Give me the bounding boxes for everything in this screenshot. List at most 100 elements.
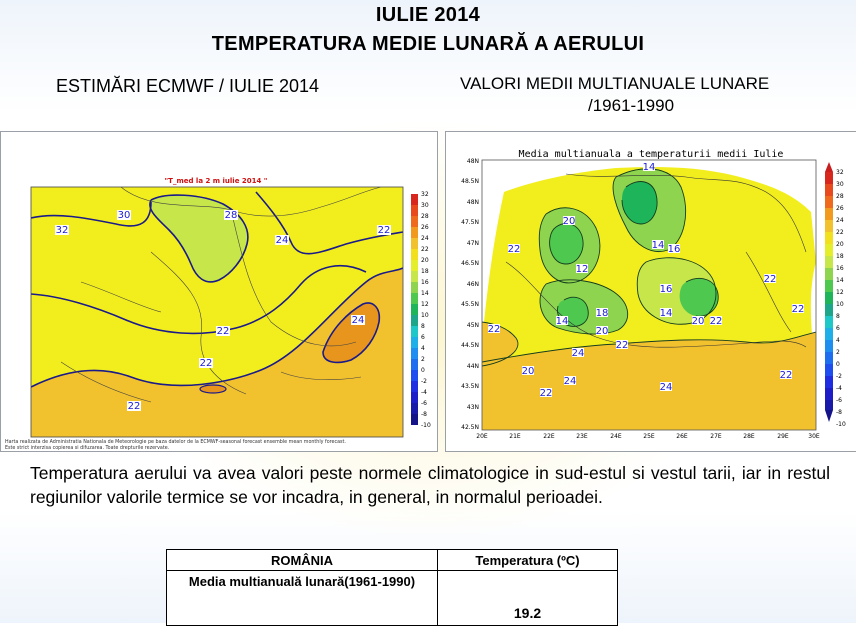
right-contour-label: 22 (780, 370, 793, 381)
svg-text:18: 18 (421, 268, 429, 275)
svg-text:24: 24 (421, 235, 429, 242)
svg-text:4: 4 (836, 337, 840, 344)
left-contour-label: 32 (56, 225, 69, 236)
left-contour-label: 24 (276, 235, 289, 246)
right-contour-label: 22 (540, 388, 553, 399)
svg-text:20E: 20E (476, 433, 488, 440)
svg-text:12: 12 (836, 289, 844, 296)
right-subtitle: VALORI MEDII MULTIANUALE LUNARE /1961-19… (460, 73, 840, 117)
svg-text:29E: 29E (777, 433, 789, 440)
svg-text:43.5N: 43.5N (461, 383, 479, 390)
svg-text:10: 10 (836, 301, 844, 308)
forecast-description: Temperatura aerului va avea valori peste… (30, 463, 830, 507)
svg-text:48N: 48N (467, 199, 479, 206)
svg-text:26: 26 (836, 205, 844, 212)
climatology-y-ticks: 48N 48.5N 48N 47.5N 47N 46.5N 46N 45.5N … (461, 158, 479, 431)
svg-text:46N: 46N (467, 281, 479, 288)
right-contour-label: 22 (508, 244, 521, 255)
svg-text:44N: 44N (467, 363, 479, 370)
right-contour-label: 20 (692, 316, 705, 327)
ecmwf-footnote-2: Este strict interzisa copierea si difuza… (5, 445, 169, 451)
svg-text:0: 0 (836, 361, 840, 368)
right-subtitle-line1: VALORI MEDII MULTIANUALE LUNARE (460, 74, 770, 93)
svg-text:-8: -8 (421, 411, 427, 418)
svg-text:28: 28 (836, 193, 844, 200)
ecmwf-forecast-map: "T_med la 2 m iulie 2014 " (0, 131, 438, 452)
svg-text:48N: 48N (467, 158, 479, 165)
right-contour-label: 14 (660, 308, 673, 319)
left-contour-label: 22 (128, 401, 141, 412)
right-subtitle-line2: /1961-1990 (588, 96, 675, 115)
svg-text:22: 22 (836, 229, 844, 236)
page-title-month: IULIE 2014 (375, 4, 481, 26)
svg-text:24: 24 (836, 217, 844, 224)
climatology-map: Media multianuala a temperaturii medii I… (445, 131, 856, 452)
svg-text:-2: -2 (836, 373, 842, 380)
svg-text:-10: -10 (421, 422, 431, 429)
climatology-colorbar (825, 162, 833, 422)
svg-text:20: 20 (836, 241, 844, 248)
svg-text:8: 8 (421, 323, 425, 330)
svg-text:-10: -10 (836, 421, 846, 428)
right-contour-label: 16 (668, 244, 681, 255)
svg-text:24E: 24E (610, 433, 622, 440)
right-contour-label: 12 (576, 264, 589, 275)
right-contour-label: 24 (564, 376, 577, 387)
svg-text:-6: -6 (421, 400, 427, 407)
svg-text:30: 30 (836, 181, 844, 188)
right-contour-label: 22 (764, 274, 777, 285)
svg-text:4: 4 (421, 345, 425, 352)
left-contour-label: 24 (352, 315, 365, 326)
svg-text:16: 16 (421, 279, 429, 286)
svg-text:28: 28 (421, 213, 429, 220)
svg-text:6: 6 (421, 334, 425, 341)
svg-text:16: 16 (836, 265, 844, 272)
svg-text:22E: 22E (543, 433, 555, 440)
svg-text:26E: 26E (676, 433, 688, 440)
right-contour-label: 22 (710, 316, 723, 327)
svg-text:32: 32 (421, 191, 429, 198)
left-contour-label: 28 (225, 210, 238, 221)
svg-text:45N: 45N (467, 322, 479, 329)
svg-text:18: 18 (836, 253, 844, 260)
right-contour-label: 16 (660, 284, 673, 295)
svg-text:43N: 43N (467, 404, 479, 411)
svg-text:2: 2 (421, 356, 425, 363)
climatology-map-title: Media multianuala a temperaturii medii I… (516, 146, 786, 160)
left-contour-label: 22 (378, 225, 391, 236)
ecmwf-map-title: "T_med la 2 m iulie 2014 " (165, 177, 268, 185)
table-header-temperature: Temperatura (ºC) (437, 549, 618, 571)
climatology-x-ticks: 20E 21E 22E 23E 24E 25E 26E 27E 28E 29E … (476, 433, 820, 440)
svg-text:10: 10 (421, 312, 429, 319)
right-contour-label: 24 (572, 348, 585, 359)
svg-text:6: 6 (836, 325, 840, 332)
svg-text:44.5N: 44.5N (461, 342, 479, 349)
climatology-colorbar-labels: 32 30 28 26 24 22 20 18 16 14 12 10 8 6 … (836, 169, 846, 428)
svg-text:48.5N: 48.5N (461, 178, 479, 185)
svg-text:-2: -2 (421, 378, 427, 385)
table-row-label: Media multianuală lunară(1961-1990) (166, 570, 438, 626)
right-contour-label: 22 (616, 340, 629, 351)
svg-text:27E: 27E (710, 433, 722, 440)
right-contour-label: 20 (563, 216, 576, 227)
ecmwf-forecast-map-svg: "T_med la 2 m iulie 2014 " (5, 177, 431, 451)
svg-text:0: 0 (421, 367, 425, 374)
svg-text:47N: 47N (467, 240, 479, 247)
climatology-map-svg: Media multianuala a temperaturii medii I… (461, 146, 846, 440)
svg-text:-4: -4 (421, 389, 427, 396)
svg-text:30E: 30E (808, 433, 820, 440)
table-header-region: ROMÂNIA (166, 549, 438, 571)
table-row: ROMÂNIA Temperatura (ºC) (166, 549, 618, 571)
svg-text:47.5N: 47.5N (461, 219, 479, 226)
page-title: TEMPERATURA MEDIE LUNARĂ A AERULUI (211, 33, 645, 55)
svg-text:26: 26 (421, 224, 429, 231)
svg-text:-6: -6 (836, 397, 842, 404)
svg-text:25E: 25E (643, 433, 655, 440)
svg-text:Media multianuala a temperatur: Media multianuala a temperaturii medii I… (519, 149, 784, 160)
right-contour-label: 20 (596, 326, 609, 337)
left-contour-label: 30 (118, 210, 131, 221)
svg-text:42.5N: 42.5N (461, 424, 479, 431)
right-contour-label: 18 (596, 308, 609, 319)
table-row-value: 19.2 (437, 570, 618, 626)
left-contour-label: 22 (200, 358, 213, 369)
